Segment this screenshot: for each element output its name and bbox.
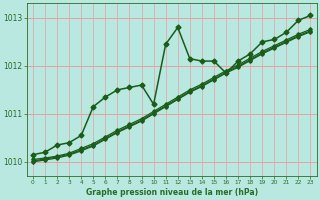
X-axis label: Graphe pression niveau de la mer (hPa): Graphe pression niveau de la mer (hPa): [86, 188, 258, 197]
